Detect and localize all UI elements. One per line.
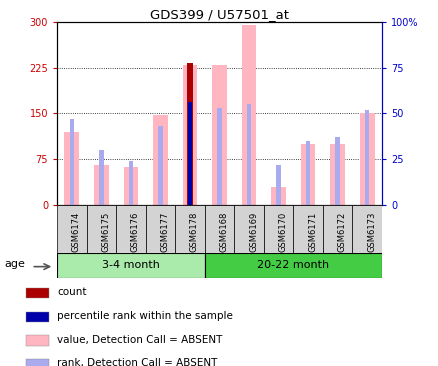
Text: 20-22 month: 20-22 month — [257, 260, 328, 270]
Bar — [188, 102, 191, 205]
Bar — [158, 126, 162, 205]
Bar — [145, 205, 175, 253]
Text: rank, Detection Call = ABSENT: rank, Detection Call = ABSENT — [57, 358, 217, 366]
Bar — [123, 167, 138, 205]
Text: GSM6170: GSM6170 — [278, 212, 287, 252]
Bar — [86, 205, 116, 253]
Bar — [305, 141, 310, 205]
Text: GSM6174: GSM6174 — [72, 212, 81, 252]
Bar — [25, 359, 49, 366]
Bar — [187, 102, 192, 205]
Text: GSM6169: GSM6169 — [248, 212, 258, 252]
Bar — [217, 108, 221, 205]
Bar — [204, 205, 234, 253]
Bar — [271, 187, 285, 205]
Text: GSM6176: GSM6176 — [131, 212, 140, 253]
Bar — [359, 113, 374, 205]
Text: count: count — [57, 287, 87, 297]
Bar — [212, 65, 226, 205]
Bar — [246, 104, 251, 205]
Bar — [57, 205, 86, 253]
Bar — [364, 110, 368, 205]
Text: value, Detection Call = ABSENT: value, Detection Call = ABSENT — [57, 335, 222, 345]
Bar — [182, 65, 197, 205]
Bar — [99, 150, 103, 205]
Text: percentile rank within the sample: percentile rank within the sample — [57, 311, 233, 321]
Text: GSM6171: GSM6171 — [307, 212, 316, 252]
Text: GSM6172: GSM6172 — [337, 212, 346, 252]
Bar — [186, 63, 193, 205]
Bar — [335, 137, 339, 205]
Bar — [128, 161, 133, 205]
Bar — [293, 205, 322, 253]
Bar — [25, 335, 49, 346]
Bar — [300, 144, 315, 205]
Bar — [276, 165, 280, 205]
Bar — [241, 25, 256, 205]
Text: GSM6178: GSM6178 — [190, 212, 198, 253]
Bar — [329, 144, 344, 205]
Bar — [94, 165, 109, 205]
Bar — [263, 205, 293, 253]
Bar — [25, 288, 49, 298]
Text: GSM6175: GSM6175 — [101, 212, 110, 252]
Bar — [64, 132, 79, 205]
Bar — [204, 253, 381, 278]
Text: GSM6168: GSM6168 — [219, 212, 228, 253]
Bar — [25, 311, 49, 322]
Title: GDS399 / U57501_at: GDS399 / U57501_at — [150, 8, 288, 21]
Bar — [70, 119, 74, 205]
Text: age: age — [4, 259, 25, 269]
Bar — [352, 205, 381, 253]
Text: 3-4 month: 3-4 month — [102, 260, 159, 270]
Text: GSM6177: GSM6177 — [160, 212, 169, 253]
Bar — [116, 205, 145, 253]
Bar — [153, 115, 167, 205]
Text: GSM6173: GSM6173 — [366, 212, 375, 253]
Bar — [57, 253, 204, 278]
Bar — [234, 205, 263, 253]
Bar — [175, 205, 204, 253]
Bar — [322, 205, 352, 253]
